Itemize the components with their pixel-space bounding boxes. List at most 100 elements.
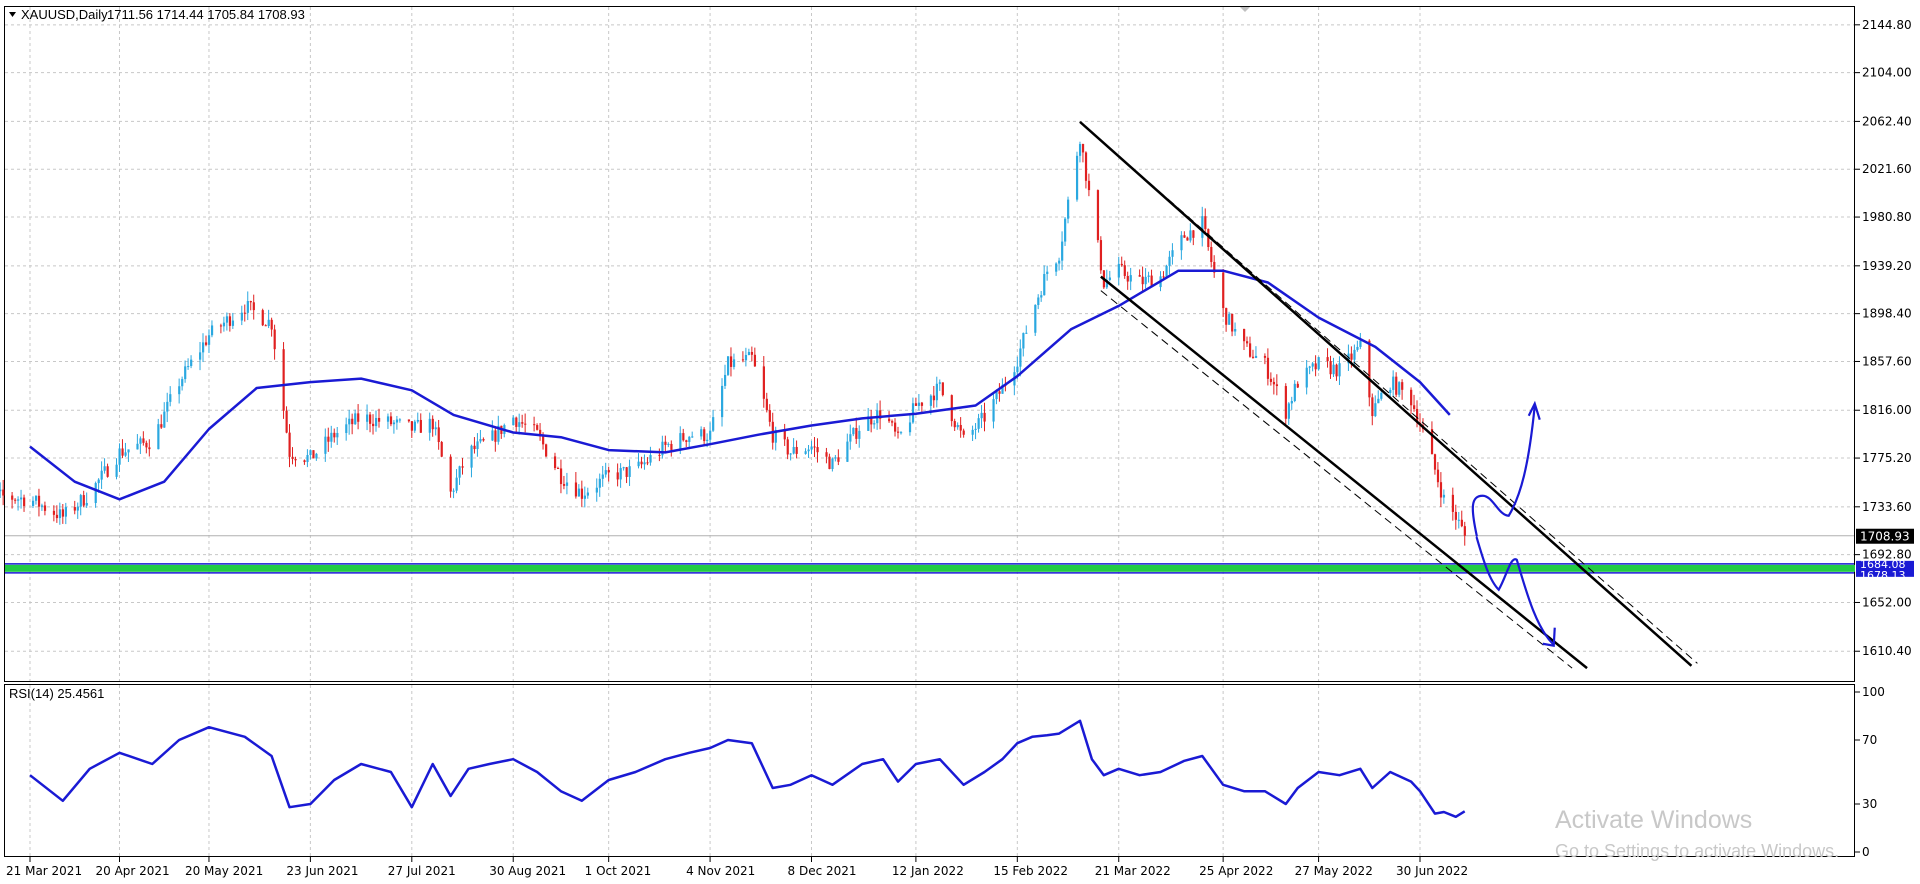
candle-body (267, 319, 270, 327)
candle-body (330, 432, 333, 442)
candle-body (348, 418, 351, 425)
candle-body (646, 462, 649, 464)
candle-body (1192, 230, 1195, 238)
ma-line (29, 269, 1451, 501)
candle-body (1329, 361, 1332, 375)
candle-body (1430, 429, 1434, 455)
candle-body (908, 422, 912, 433)
price-tick-label: 1775.20 (1862, 451, 1912, 465)
dropdown-triangle-icon[interactable] (9, 12, 16, 17)
candle-body (1305, 367, 1308, 388)
candle-body (750, 351, 754, 355)
candle-body (685, 440, 688, 442)
candle-body (1001, 384, 1004, 394)
candle-body (1138, 275, 1141, 277)
candle-body (124, 452, 127, 456)
candle-body (142, 438, 145, 443)
candle-body (1204, 216, 1207, 230)
candle-body (273, 329, 276, 350)
channel-lower-line (1100, 275, 1588, 670)
candle-body (479, 439, 482, 442)
candle-body (1413, 405, 1416, 409)
candle-body (539, 429, 542, 437)
candle-body (914, 403, 918, 406)
candle-body (524, 423, 527, 425)
candle-body (786, 439, 789, 455)
candle-body (1231, 313, 1234, 332)
candle-body (1392, 376, 1395, 390)
candle-body (40, 505, 44, 507)
candle-body (765, 398, 768, 411)
candle-body (1374, 403, 1377, 417)
candle-body (240, 312, 243, 321)
candle-body (897, 431, 900, 433)
candle-body (1034, 305, 1037, 333)
candle-body (452, 490, 455, 492)
candle-body (181, 379, 184, 387)
candle-body (899, 432, 903, 434)
candle-body (867, 416, 870, 431)
candle-body (637, 461, 640, 467)
candle-body (974, 428, 977, 430)
candle-body (1401, 382, 1404, 390)
candle-body (1395, 376, 1398, 395)
candle-body (1442, 494, 1446, 498)
support-tag (1856, 560, 1914, 577)
candle-body (732, 359, 736, 367)
candle-body (825, 452, 828, 457)
candle-body (264, 325, 267, 327)
candle-body (744, 354, 748, 361)
date-tick-label: 12 Jan 2022 (892, 864, 964, 878)
candle-body (103, 466, 106, 471)
candle-body (55, 514, 59, 519)
date-tick-label: 27 Jul 2021 (388, 864, 456, 878)
candle-body (115, 464, 118, 477)
candle-body (461, 466, 464, 468)
candle-body (762, 366, 765, 399)
price-tick-label: 1980.80 (1862, 210, 1912, 224)
candle-body (709, 430, 712, 440)
candle-body (434, 427, 437, 430)
candle-body (315, 453, 318, 459)
candle-body (246, 301, 249, 313)
scroll-marker-icon[interactable] (1240, 7, 1250, 12)
candle-body (1186, 237, 1189, 241)
candle-body (556, 468, 560, 470)
candle-body (1222, 272, 1225, 309)
candle-body (407, 419, 411, 422)
candle-body (891, 421, 894, 423)
date-tick-label: 27 May 2022 (1295, 864, 1373, 878)
candle-body (562, 484, 566, 486)
candle-body (327, 436, 330, 442)
candle-body (1332, 364, 1335, 375)
candle-body (1207, 229, 1210, 248)
candle-body (577, 488, 581, 497)
candle-body (1055, 263, 1058, 272)
candle-body (1183, 235, 1186, 238)
candle-body (97, 479, 100, 484)
date-tick-label: 30 Jun 2022 (1396, 864, 1468, 878)
candle-body (354, 413, 357, 425)
forecast-arrows (1471, 400, 1556, 648)
candle-body (1353, 349, 1356, 360)
price-tick-label: 1939.20 (1862, 259, 1912, 273)
candle-body (1293, 383, 1296, 401)
candle-body (542, 436, 545, 445)
date-tick-label: 15 Feb 2022 (993, 864, 1068, 878)
date-tick-label: 30 Aug 2021 (489, 864, 566, 878)
candle-body (163, 411, 166, 428)
candle-body (219, 325, 223, 327)
candle-body (1108, 277, 1111, 280)
candle-body (249, 301, 252, 303)
candle-body (139, 438, 142, 444)
candle-body (1144, 276, 1147, 285)
price-tick-label: 1733.60 (1862, 500, 1912, 514)
candle-body (73, 507, 76, 511)
candle-body (1308, 366, 1311, 368)
candle-body (774, 429, 777, 443)
arrow-down-head-icon (1542, 627, 1556, 648)
candle-body (1314, 363, 1317, 370)
candle-body (1269, 378, 1273, 382)
